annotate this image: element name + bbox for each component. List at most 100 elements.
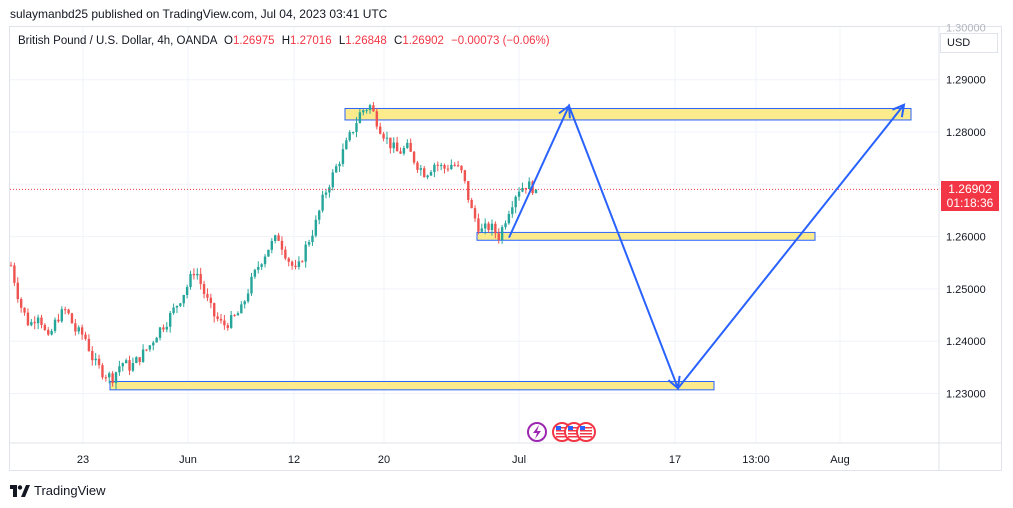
- candle-body: [270, 240, 274, 250]
- candle-body: [504, 223, 507, 228]
- candle: [229, 311, 233, 329]
- candle-body: [517, 191, 521, 197]
- candle-body: [314, 219, 318, 236]
- candle: [511, 201, 514, 218]
- candle: [409, 138, 412, 152]
- candle: [206, 288, 209, 302]
- candle: [429, 169, 433, 177]
- candle: [450, 159, 453, 170]
- candle-body: [497, 233, 500, 240]
- low-label: L: [338, 35, 346, 47]
- close-value: 1.26902: [402, 35, 444, 47]
- candle-body: [304, 244, 307, 262]
- candle-body: [175, 305, 179, 308]
- candle: [165, 322, 169, 333]
- candle-body: [74, 323, 77, 332]
- candle-body: [365, 110, 368, 112]
- candle: [226, 322, 229, 331]
- candle: [395, 136, 399, 152]
- grid: [10, 27, 939, 443]
- candle: [121, 362, 124, 372]
- candle: [179, 302, 182, 308]
- candle: [290, 260, 294, 270]
- candle-body: [480, 228, 484, 232]
- candle-body: [318, 210, 321, 220]
- candle-body: [277, 235, 280, 241]
- candle: [456, 160, 460, 168]
- candle-body: [507, 213, 511, 224]
- dividend-icon: [527, 422, 547, 442]
- candle: [304, 240, 307, 268]
- candle-body: [124, 360, 128, 364]
- low-value: 1.26848: [345, 35, 387, 47]
- candle: [460, 165, 463, 174]
- candle: [307, 239, 311, 247]
- candle: [114, 371, 118, 390]
- candle: [19, 297, 23, 313]
- candle-body: [189, 273, 192, 288]
- candle: [328, 184, 331, 198]
- price-tick-label: 1.29000: [946, 75, 986, 87]
- candle: [219, 314, 223, 324]
- candle: [131, 357, 135, 373]
- candle: [314, 215, 318, 238]
- candle-body: [419, 168, 423, 170]
- candle-body: [524, 187, 528, 190]
- candle: [423, 165, 426, 178]
- candle: [534, 189, 538, 194]
- candle-body: [172, 307, 175, 314]
- time-tick-label: 13:00: [742, 454, 770, 466]
- candle-body: [138, 357, 141, 362]
- candle-body: [348, 132, 351, 141]
- candle: [185, 284, 189, 299]
- candle: [141, 344, 145, 363]
- candle-body: [328, 187, 331, 193]
- candle-body: [155, 337, 158, 343]
- footer-brand[interactable]: TradingView: [10, 483, 106, 498]
- candle-body: [121, 363, 124, 367]
- candle: [84, 331, 87, 341]
- candle: [36, 314, 40, 330]
- candle: [473, 205, 477, 222]
- candle: [250, 272, 253, 296]
- candle-body: [158, 327, 162, 338]
- candle-body: [202, 283, 206, 295]
- candle: [196, 268, 199, 280]
- us-flag-stripe: [568, 433, 580, 435]
- candle-body: [16, 282, 19, 300]
- candle-body: [135, 357, 138, 364]
- candle-body: [362, 110, 365, 113]
- candle-body: [368, 105, 372, 111]
- currency-button[interactable]: USD: [940, 33, 998, 53]
- candle: [416, 160, 419, 173]
- candle: [362, 109, 365, 116]
- close-label: C: [394, 35, 403, 47]
- candle-body: [240, 304, 243, 314]
- candle-body: [114, 372, 118, 383]
- candle-body: [297, 261, 301, 268]
- candle-body: [280, 240, 284, 250]
- event-markers: [527, 422, 596, 442]
- candle-body: [253, 269, 257, 277]
- candle-body: [351, 131, 355, 133]
- zones: [109, 107, 912, 391]
- candle-body: [528, 181, 531, 190]
- candle: [399, 147, 402, 154]
- candle-body: [389, 137, 392, 149]
- candle-body: [433, 164, 436, 173]
- price-axis: 1.230001.240001.250001.260001.270001.280…: [946, 22, 986, 400]
- candle: [436, 161, 439, 172]
- candle: [128, 355, 131, 376]
- current-price-badge: 1.26902 01:18:36: [941, 181, 999, 211]
- candle: [246, 288, 250, 304]
- candle: [263, 253, 267, 268]
- candle-body: [514, 196, 517, 208]
- candle: [385, 131, 389, 145]
- us-flag-stripe: [580, 436, 592, 438]
- candle-body: [87, 338, 91, 351]
- candle: [101, 363, 104, 380]
- candle: [270, 238, 274, 254]
- candle: [26, 308, 30, 327]
- candle: [70, 312, 74, 324]
